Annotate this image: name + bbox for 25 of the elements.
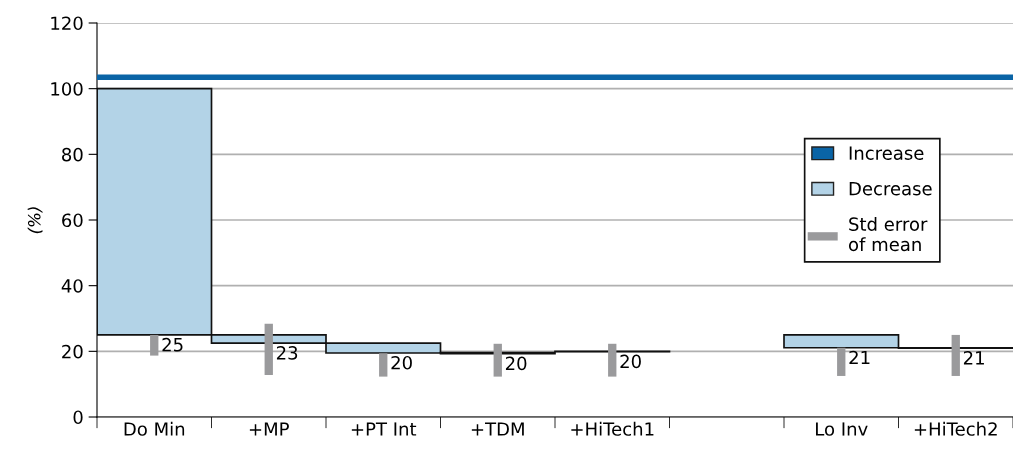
legend-label: Increase xyxy=(849,146,924,160)
x-tick-label: +TDM xyxy=(471,422,524,436)
x-tick-label: Do Min xyxy=(124,421,185,436)
y-axis-title: (%) xyxy=(27,207,43,234)
x-tick-label: Lo Inv xyxy=(816,422,868,436)
x-tick-label: +HiTech2 xyxy=(914,421,997,436)
annotation: 20 xyxy=(391,355,412,370)
legend-label: Decrease xyxy=(849,182,932,196)
annotation: 25 xyxy=(162,337,183,352)
annotation: 21 xyxy=(963,351,984,365)
y-tick-label: 100 xyxy=(51,82,83,96)
y-tick-label: 80 xyxy=(62,147,83,162)
y-tick-label: 20 xyxy=(62,344,83,359)
annotation: 23 xyxy=(276,346,298,360)
annotation: 20 xyxy=(505,356,527,371)
y-tick-label: 0 xyxy=(73,410,83,425)
annotation: 20 xyxy=(620,354,641,369)
annotation: Std error of mean xyxy=(848,216,928,252)
x-tick-label: +HiTech1 xyxy=(571,421,654,436)
x-tick-label: +PT Int xyxy=(351,422,417,436)
y-tick-label: 40 xyxy=(61,279,83,293)
x-tick-label: +MP xyxy=(249,422,289,436)
annotation: 21 xyxy=(849,350,870,365)
y-tick-label: 60 xyxy=(62,213,83,228)
y-tick-label: 120 xyxy=(51,16,83,31)
